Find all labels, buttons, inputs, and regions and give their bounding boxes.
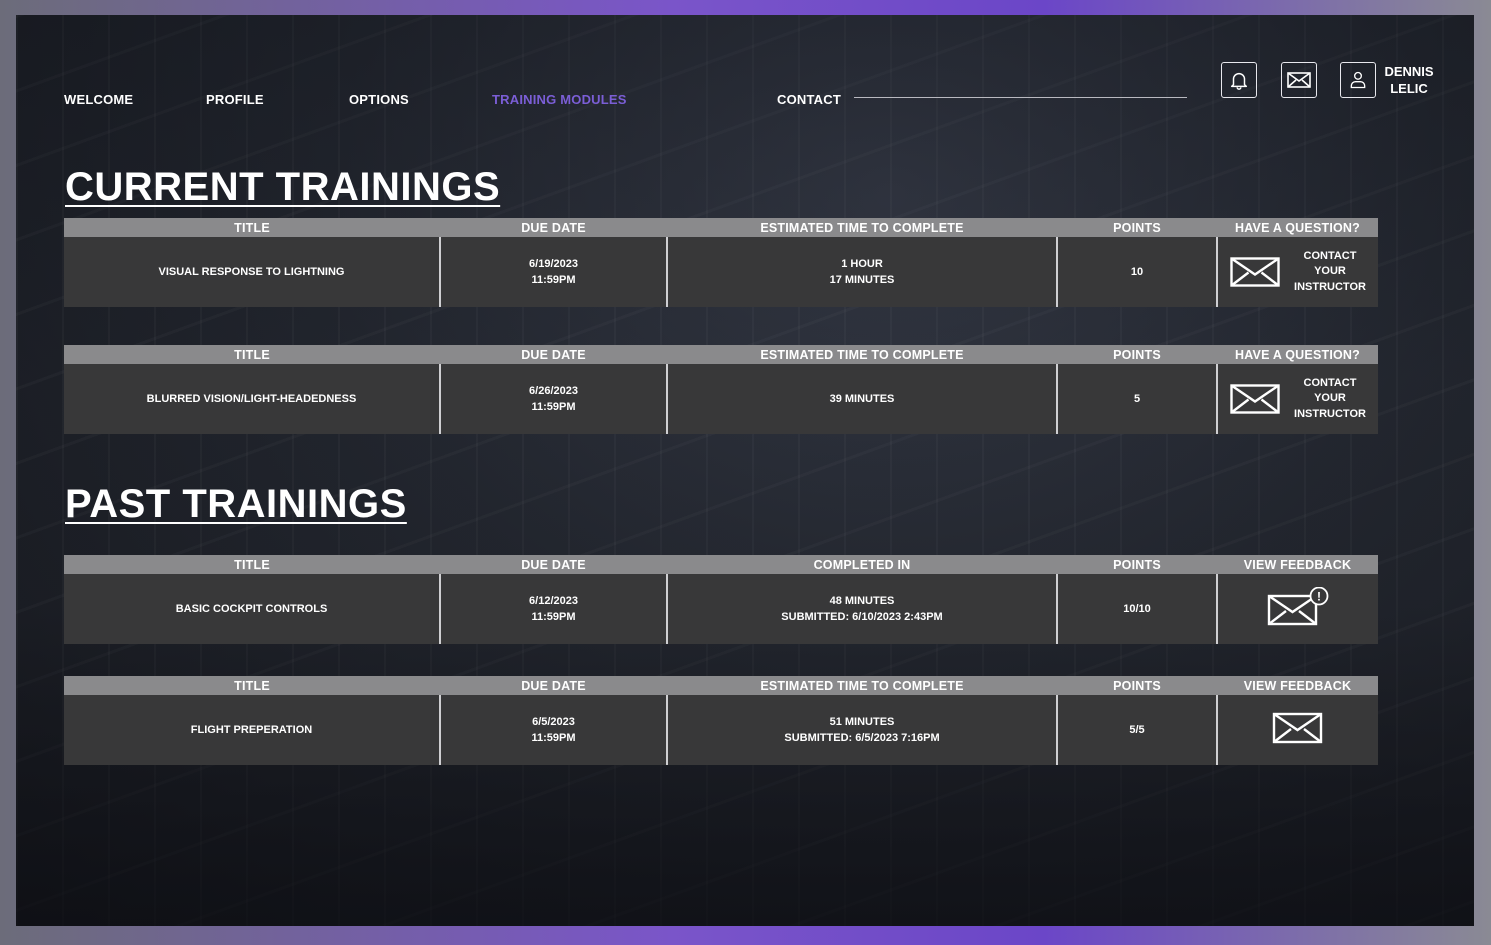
- training-title[interactable]: BASIC COCKPIT CONTROLS: [64, 574, 440, 644]
- past-trainings-title: PAST TRAININGS: [65, 482, 407, 526]
- due-time: 11:59PM: [531, 401, 576, 413]
- mail-icon: [1287, 72, 1311, 88]
- past-training-table-2: TITLE DUE DATE ESTIMATED TIME TO COMPLET…: [64, 676, 1378, 765]
- points: 5/5: [1056, 695, 1217, 765]
- due-date-cell: 6/12/2023 11:59PM: [439, 574, 667, 644]
- due-date-cell: 6/26/2023 11:59PM: [439, 364, 667, 434]
- time-line-1: 39 MINUTES: [829, 393, 895, 405]
- header-view-feedback: VIEW FEEDBACK: [1217, 555, 1378, 574]
- time-line-1: 51 MINUTES: [829, 716, 895, 728]
- table-row: BASIC COCKPIT CONTROLS 6/12/2023 11:59PM …: [64, 574, 1378, 644]
- contact-instructor-cell[interactable]: CONTACT YOUR INSTRUCTOR: [1216, 364, 1378, 434]
- header-time: ESTIMATED TIME TO COMPLETE: [667, 218, 1057, 237]
- notifications-button[interactable]: [1221, 62, 1257, 98]
- header-due-date: DUE DATE: [440, 676, 667, 695]
- header-due-date: DUE DATE: [440, 555, 667, 574]
- header-points: POINTS: [1057, 218, 1217, 237]
- due-date: 6/5/2023: [532, 716, 575, 728]
- mail-icon[interactable]: [1272, 712, 1324, 744]
- header-points: POINTS: [1057, 555, 1217, 574]
- time-line-1: 48 MINUTES: [829, 595, 895, 607]
- points: 10/10: [1056, 574, 1217, 644]
- header-view-feedback: VIEW FEEDBACK: [1217, 676, 1378, 695]
- time-line-1: 1 HOUR: [841, 258, 883, 270]
- training-title[interactable]: VISUAL RESPONSE TO LIGHTNING: [64, 237, 440, 307]
- nav-profile[interactable]: PROFILE: [206, 92, 264, 107]
- profile-button[interactable]: [1340, 62, 1376, 98]
- contact-instructor-label[interactable]: CONTACT YOUR INSTRUCTOR: [1294, 376, 1366, 420]
- due-time: 11:59PM: [531, 611, 576, 623]
- table-row: FLIGHT PREPERATION 6/5/2023 11:59PM 51 MI…: [64, 695, 1378, 765]
- header-question: HAVE A QUESTION?: [1217, 218, 1378, 237]
- header-title: TITLE: [64, 555, 440, 574]
- nav-welcome[interactable]: WELCOME: [64, 92, 134, 107]
- due-time: 11:59PM: [531, 274, 576, 286]
- past-training-table-1: TITLE DUE DATE COMPLETED IN POINTS VIEW …: [64, 555, 1378, 644]
- header-title: TITLE: [64, 676, 440, 695]
- nav-training-modules[interactable]: TRAINING MODULES: [492, 92, 627, 107]
- user-first-name: DENNIS: [1384, 64, 1434, 79]
- current-trainings-title: CURRENT TRAININGS: [65, 165, 501, 209]
- due-date: 6/12/2023: [529, 595, 578, 607]
- user-last-name: LELIC: [1390, 81, 1428, 96]
- header-points: POINTS: [1057, 676, 1217, 695]
- app-frame: WELCOME PROFILE OPTIONS TRAINING MODULES…: [16, 15, 1474, 926]
- due-date-cell: 6/19/2023 11:59PM: [439, 237, 667, 307]
- header-title: TITLE: [64, 345, 440, 364]
- header-due-date: DUE DATE: [440, 345, 667, 364]
- header-due-date: DUE DATE: [440, 218, 667, 237]
- points: 5: [1056, 364, 1217, 434]
- user-icon: [1350, 71, 1366, 89]
- due-date-cell: 6/5/2023 11:59PM: [439, 695, 667, 765]
- mail-alert-icon[interactable]: !: [1267, 586, 1329, 627]
- submitted-line: SUBMITTED: 6/5/2023 7:16PM: [784, 732, 940, 744]
- table-row: BLURRED VISION/LIGHT-HEADEDNESS 6/26/202…: [64, 364, 1378, 434]
- header-title: TITLE: [64, 218, 440, 237]
- contact-instructor-cell[interactable]: CONTACT YOUR INSTRUCTOR: [1216, 237, 1378, 307]
- time-line-2: 17 MINUTES: [829, 274, 895, 286]
- current-training-table-1: TITLE DUE DATE ESTIMATED TIME TO COMPLET…: [64, 218, 1378, 307]
- time-cell: 39 MINUTES: [666, 364, 1057, 434]
- training-title[interactable]: BLURRED VISION/LIGHT-HEADEDNESS: [64, 364, 440, 434]
- view-feedback-cell[interactable]: [1216, 695, 1378, 765]
- header-points: POINTS: [1057, 345, 1217, 364]
- current-training-table-2: TITLE DUE DATE ESTIMATED TIME TO COMPLET…: [64, 345, 1378, 434]
- nav-options[interactable]: OPTIONS: [349, 92, 409, 107]
- header-question: HAVE A QUESTION?: [1217, 345, 1378, 364]
- header-time: ESTIMATED TIME TO COMPLETE: [667, 345, 1057, 364]
- bell-icon: [1230, 72, 1248, 90]
- alert-mark: !: [1317, 589, 1321, 603]
- user-name[interactable]: DENNIS LELIC: [1378, 63, 1440, 97]
- due-time: 11:59PM: [531, 732, 576, 744]
- nav-divider: [854, 97, 1187, 98]
- mail-icon[interactable]: [1230, 257, 1280, 287]
- points: 10: [1056, 237, 1217, 307]
- mail-icon[interactable]: [1230, 384, 1280, 414]
- messages-button[interactable]: [1281, 62, 1317, 98]
- due-date: 6/26/2023: [529, 385, 578, 397]
- header-completed-in: COMPLETED IN: [667, 555, 1057, 574]
- training-title[interactable]: FLIGHT PREPERATION: [64, 695, 440, 765]
- view-feedback-cell[interactable]: !: [1216, 574, 1378, 644]
- nav-contact[interactable]: CONTACT: [777, 92, 841, 107]
- time-cell: 51 MINUTES SUBMITTED: 6/5/2023 7:16PM: [666, 695, 1057, 765]
- time-cell: 48 MINUTES SUBMITTED: 6/10/2023 2:43PM: [666, 574, 1057, 644]
- header-time: ESTIMATED TIME TO COMPLETE: [667, 676, 1057, 695]
- contact-instructor-label[interactable]: CONTACT YOUR INSTRUCTOR: [1294, 249, 1366, 293]
- table-row: VISUAL RESPONSE TO LIGHTNING 6/19/2023 11…: [64, 237, 1378, 307]
- due-date: 6/19/2023: [529, 258, 578, 270]
- submitted-line: SUBMITTED: 6/10/2023 2:43PM: [781, 611, 943, 623]
- time-cell: 1 HOUR 17 MINUTES: [666, 237, 1057, 307]
